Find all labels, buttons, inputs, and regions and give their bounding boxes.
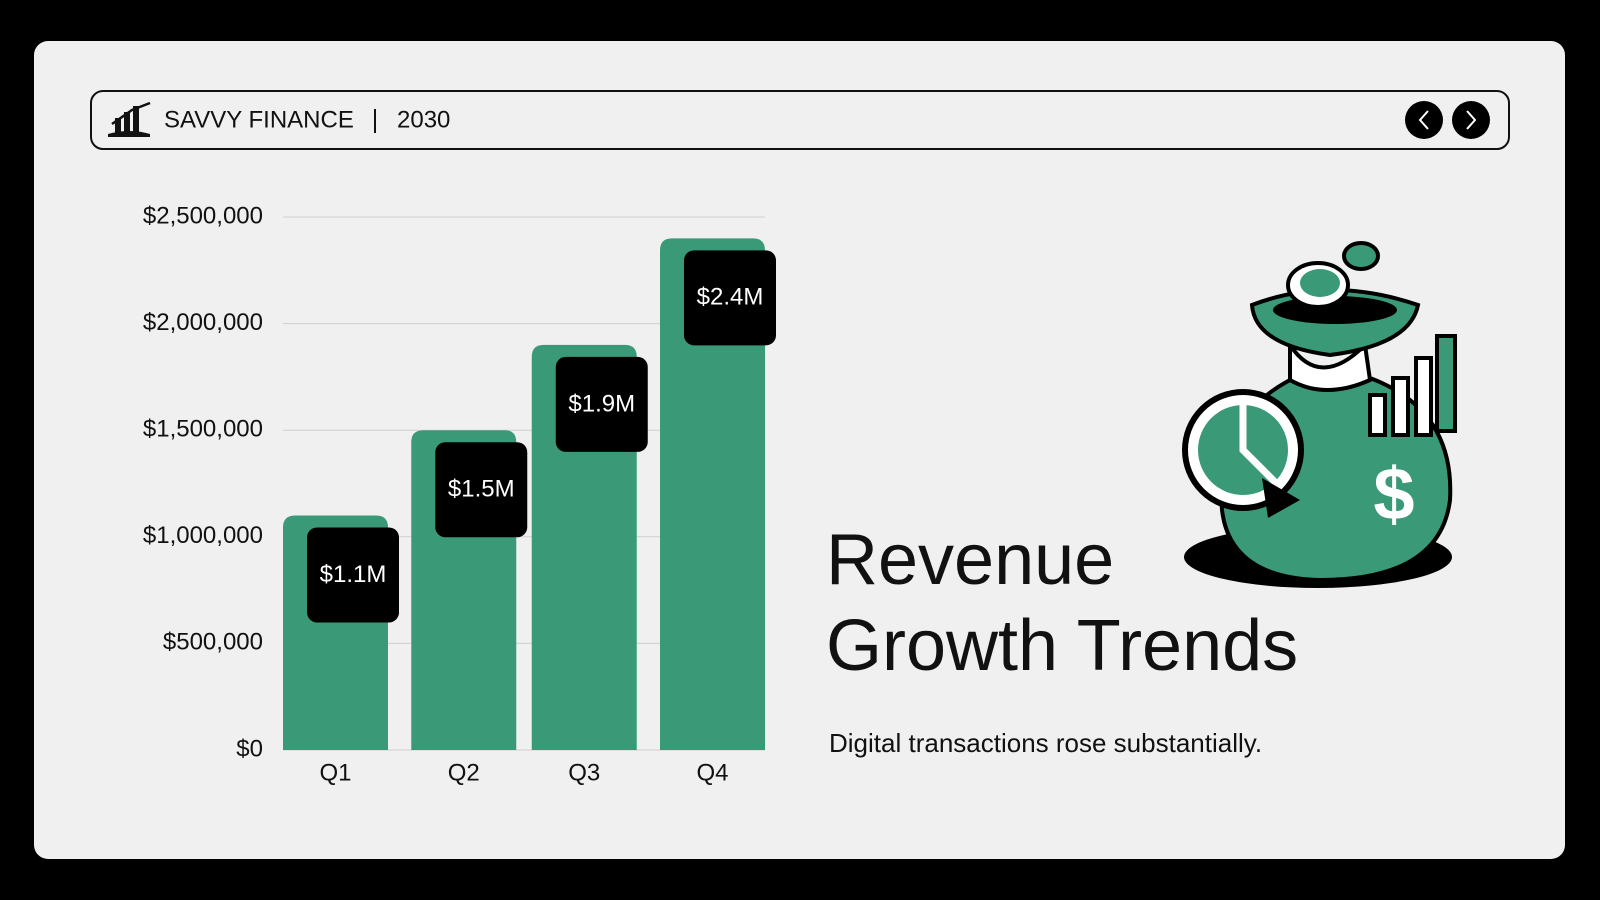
bar (660, 238, 765, 750)
y-tick-label: $2,000,000 (143, 309, 263, 336)
value-label: $2.4M (697, 284, 764, 311)
subtitle: Digital transactions rose substantially. (829, 728, 1262, 758)
value-label-box (307, 527, 399, 623)
x-tick-label: Q2 (448, 759, 480, 786)
value-label: $1.9M (568, 390, 635, 417)
value-label-box (684, 250, 776, 346)
header-bar (90, 90, 1510, 150)
year: 2030 (397, 106, 450, 133)
dollar-icon: $ (1373, 453, 1414, 536)
y-tick-label: $500,000 (163, 629, 263, 656)
value-label: $1.5M (448, 476, 515, 503)
y-tick-label: $2,500,000 (143, 202, 263, 229)
title-line: Revenue (826, 520, 1114, 600)
logo (108, 101, 151, 137)
brand: SAVVY FINANCE (164, 106, 354, 133)
x-tick-label: Q3 (568, 759, 600, 786)
y-tick-label: $1,000,000 (143, 522, 263, 549)
next-button[interactable] (1452, 101, 1490, 139)
money-bag-illustration: $ (1182, 241, 1457, 588)
prev-button[interactable] (1405, 101, 1443, 139)
value-label: $1.1M (320, 561, 387, 588)
y-tick-label: $1,500,000 (143, 416, 263, 443)
y-tick-label: $0 (236, 735, 263, 762)
title-line: Growth Trends (826, 606, 1298, 686)
x-tick-label: Q1 (319, 759, 351, 786)
x-tick-label: Q4 (696, 759, 728, 786)
value-label-box (555, 356, 648, 452)
value-label-box (435, 442, 528, 538)
